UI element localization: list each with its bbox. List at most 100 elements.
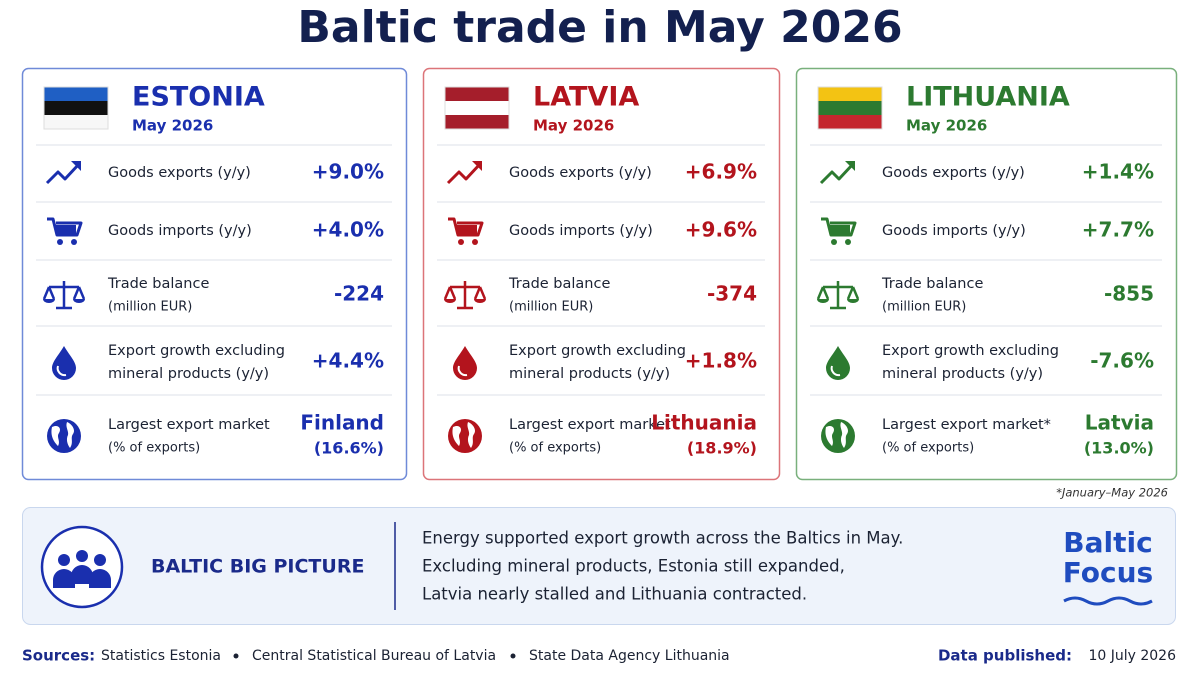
row-value: +7.7% (1082, 218, 1154, 242)
row-label: Goods exports (y/y) (882, 165, 1025, 181)
row-value: +1.8% (685, 349, 757, 373)
row-icon (443, 281, 487, 310)
flag-border (43, 86, 109, 130)
country-name: LITHUANIA (906, 82, 1070, 113)
brand-wave (1063, 596, 1153, 606)
row-value: +6.9% (685, 160, 757, 184)
country-period: May 2026 (132, 117, 213, 135)
published-date: 10 July 2026 (1088, 648, 1176, 664)
country-period: May 2026 (906, 117, 987, 135)
row-label: (% of exports) (882, 441, 974, 456)
cart-icon (448, 217, 484, 237)
row-label: Goods imports (y/y) (509, 223, 653, 239)
row-value: (16.6%) (314, 439, 384, 458)
drop-shine (56, 365, 67, 377)
flag-border (444, 86, 510, 130)
row-label: Trade balance (107, 276, 209, 292)
people-head (76, 550, 88, 562)
row-value: +9.0% (312, 160, 384, 184)
trend-arrow (71, 161, 81, 171)
row-icon (45, 161, 81, 185)
flag-border (817, 86, 883, 130)
people-body (53, 569, 75, 588)
row-value: -374 (707, 282, 757, 306)
country-card (21, 67, 408, 481)
row-value: -224 (334, 282, 384, 306)
flag-stripe (445, 87, 509, 101)
summary-line: Energy supported export growth across th… (422, 529, 903, 548)
row-icon (453, 346, 477, 380)
country-name: ESTONIA (132, 82, 265, 113)
row-icon (47, 419, 81, 453)
title: Baltic trade in May 2026 (297, 2, 902, 53)
drop-shine (830, 365, 841, 377)
row-icon (821, 419, 855, 453)
row-icon (826, 346, 850, 380)
row-label: Largest export market (108, 417, 270, 433)
row-label: Export growth excluding (882, 343, 1059, 359)
summary-label: BALTIC BIG PICTURE (151, 556, 364, 578)
people-body (71, 565, 93, 584)
people-body (89, 569, 111, 588)
country-name: LATVIA (533, 82, 639, 113)
row-icon (52, 346, 76, 380)
row-label: Trade balance (881, 276, 983, 292)
globe-land (825, 422, 849, 448)
row-label: Export growth excluding (509, 343, 686, 359)
row-label: mineral products (y/y) (108, 366, 269, 382)
trend-icon (819, 162, 855, 185)
cart-basket (56, 225, 76, 234)
row-value: -7.6% (1090, 349, 1154, 373)
country-card (795, 67, 1178, 481)
row-label: Trade balance (508, 276, 610, 292)
row-label: Goods imports (y/y) (882, 223, 1026, 239)
trend-icon (446, 162, 482, 185)
cart-wheel (57, 239, 63, 245)
summary-line: Excluding mineral products, Estonia stil… (422, 557, 845, 576)
source-item: Central Statistical Bureau of Latvia (252, 648, 496, 664)
row-value: (18.9%) (687, 439, 757, 458)
row-label: Goods exports (y/y) (108, 165, 251, 181)
cart-wheel (472, 239, 478, 245)
people-head (58, 554, 70, 566)
cart-wheel (458, 239, 464, 245)
row-label: Largest export market* (882, 417, 1051, 433)
row-value: (13.0%) (1084, 439, 1154, 458)
row-label: mineral products (y/y) (882, 366, 1043, 382)
drop-shine (457, 365, 468, 377)
scale-pan (43, 299, 85, 303)
cart-basket (830, 225, 850, 234)
scale-pan (817, 299, 859, 303)
flag-stripe (44, 101, 108, 115)
brand-name: Focus (1063, 556, 1153, 589)
source-bullet (233, 653, 239, 659)
scale-icon (443, 281, 487, 310)
cart-wheel (71, 239, 77, 245)
row-value: Latvia (1085, 411, 1154, 435)
row-label: Export growth excluding (108, 343, 285, 359)
row-label: (million EUR) (882, 300, 966, 315)
row-label: (% of exports) (108, 441, 200, 456)
row-icon (448, 217, 484, 245)
cart-wheel (831, 239, 837, 245)
row-value: +4.0% (312, 218, 384, 242)
row-icon (42, 281, 86, 310)
scale-icon (42, 281, 86, 310)
row-value: Finland (300, 411, 384, 435)
row-label: Goods exports (y/y) (509, 165, 652, 181)
sources-label: Sources: (22, 647, 95, 665)
row-label: (million EUR) (108, 300, 192, 315)
row-icon (821, 217, 857, 245)
row-value: +1.4% (1082, 160, 1154, 184)
row-label: Goods imports (y/y) (108, 223, 252, 239)
published-label: Data published: (938, 647, 1072, 665)
row-label: (% of exports) (509, 441, 601, 456)
row-value: -855 (1104, 282, 1154, 306)
flag-stripe (818, 87, 882, 101)
row-icon (446, 161, 482, 185)
cart-icon (821, 217, 857, 237)
globe-land (51, 422, 75, 448)
trend-arrow (845, 161, 855, 171)
